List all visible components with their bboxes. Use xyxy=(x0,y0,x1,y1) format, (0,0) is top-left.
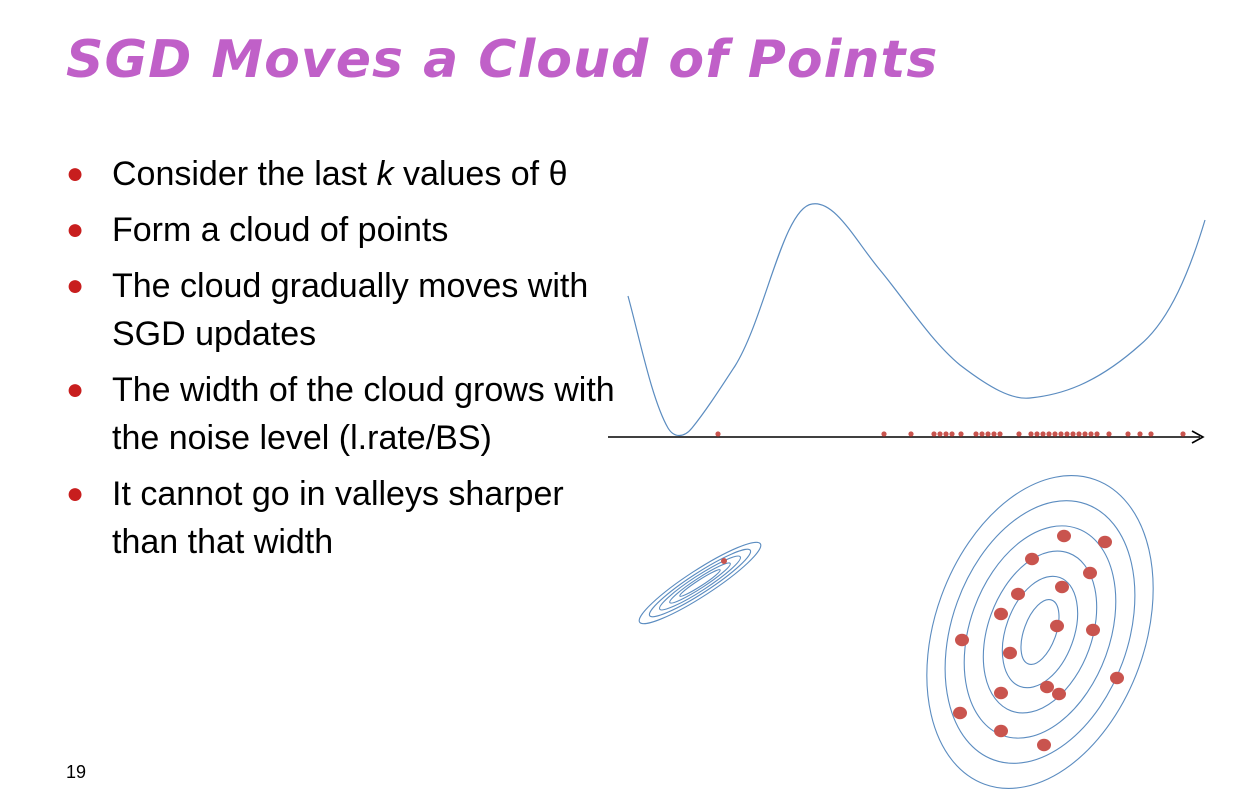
contour xyxy=(982,550,1098,714)
contour xyxy=(638,541,762,625)
cloud-point xyxy=(1003,646,1017,660)
cloud-point xyxy=(994,686,1008,700)
cloud-point xyxy=(1055,580,1069,594)
cloud-point xyxy=(1086,623,1100,637)
bullet-icon: ● xyxy=(66,373,85,406)
axis-point xyxy=(985,431,991,437)
axis-point xyxy=(943,431,949,437)
axis-point xyxy=(1125,431,1131,437)
axis-point xyxy=(1180,431,1186,437)
axis-point xyxy=(979,431,985,437)
axis-point xyxy=(1052,431,1058,437)
contour xyxy=(944,500,1136,764)
cloud-point xyxy=(1110,671,1124,685)
bullet-icon: ● xyxy=(66,269,85,302)
axis-point xyxy=(958,431,964,437)
slide-title: SGD Moves a Cloud of Points xyxy=(66,30,939,90)
bullet-icon: ● xyxy=(66,213,85,246)
axis-points xyxy=(715,431,1186,437)
cloud-point xyxy=(1037,738,1051,752)
axis-point xyxy=(973,431,979,437)
cloud-point xyxy=(1025,552,1039,566)
axis-point xyxy=(991,431,997,437)
cloud-point xyxy=(994,724,1008,738)
axis-point xyxy=(1028,431,1034,437)
cloud-points xyxy=(953,529,1124,752)
contour xyxy=(648,548,752,618)
cloud-point xyxy=(953,706,967,720)
bullet-list: ● Consider the last k values of θ ● Form a… xyxy=(64,150,624,574)
axis-point xyxy=(1040,431,1046,437)
contour xyxy=(658,555,742,611)
axis-point xyxy=(949,431,955,437)
bullet-icon: ● xyxy=(66,157,85,190)
axis-point xyxy=(1088,431,1094,437)
cloud-point xyxy=(955,633,969,647)
cloud-point xyxy=(1052,687,1066,701)
axis-point xyxy=(1064,431,1070,437)
axis-point xyxy=(937,431,943,437)
contour xyxy=(669,562,731,604)
axis-point xyxy=(1082,431,1088,437)
cloud-point xyxy=(1050,619,1064,633)
axis-point xyxy=(931,431,937,437)
bullet-item: ● It cannot go in valleys sharper than th… xyxy=(64,470,624,566)
axis-point xyxy=(881,431,887,437)
axis-point xyxy=(1016,431,1022,437)
axis-point xyxy=(997,431,1003,437)
cloud-point xyxy=(994,607,1008,621)
bullet-item: ● The cloud gradually moves with SGD upda… xyxy=(64,262,624,358)
wide-valley-contours xyxy=(926,475,1154,789)
bullet-item: ● Form a cloud of points xyxy=(64,206,624,254)
cloud-point xyxy=(1098,535,1112,549)
axis-point xyxy=(1106,431,1112,437)
contour xyxy=(1020,599,1060,665)
axis-point xyxy=(1058,431,1064,437)
cloud-point xyxy=(1057,529,1071,543)
contour xyxy=(679,569,721,597)
bullet-item: ● Consider the last k values of θ xyxy=(64,150,624,198)
axis-point xyxy=(1094,431,1100,437)
bullet-icon: ● xyxy=(66,477,85,510)
bullet-item: ● The width of the cloud grows with the n… xyxy=(64,366,624,462)
slide-number: 19 xyxy=(66,762,87,782)
axis-point xyxy=(1148,431,1154,437)
axis-point xyxy=(908,431,914,437)
contour xyxy=(926,475,1154,789)
sharp-valley-point xyxy=(721,558,727,564)
axis-arrow-icon xyxy=(1191,430,1205,444)
axis-point xyxy=(1046,431,1052,437)
axis-point xyxy=(1137,431,1143,437)
axis-point xyxy=(715,431,721,437)
sharp-valley-contours xyxy=(638,541,762,625)
axis-point xyxy=(1034,431,1040,437)
contour xyxy=(1001,575,1079,689)
contour xyxy=(963,525,1117,739)
loss-curve xyxy=(627,203,1206,437)
axis-point xyxy=(1070,431,1076,437)
cloud-point xyxy=(1011,587,1025,601)
cloud-point xyxy=(1040,680,1054,694)
axis-point xyxy=(1076,431,1082,437)
cloud-point xyxy=(1083,566,1097,580)
